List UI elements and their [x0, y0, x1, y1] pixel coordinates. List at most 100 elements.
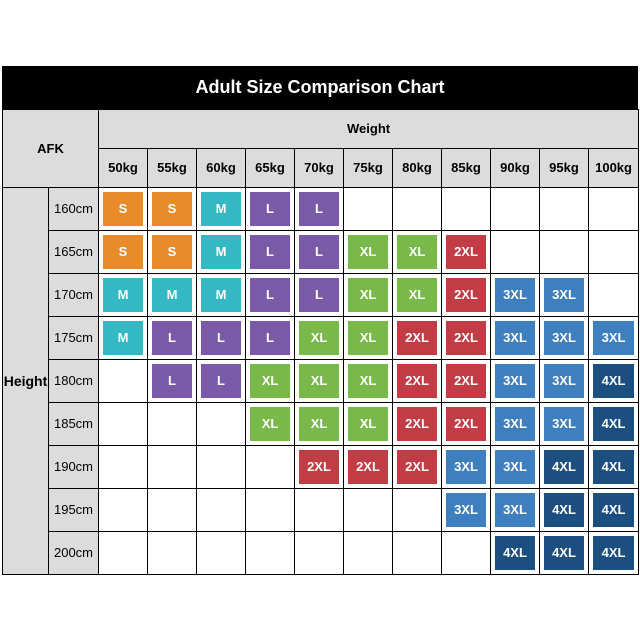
- weight-col-50kg: 50kg: [99, 148, 148, 187]
- cell-195cm-95kg: 4XL: [540, 488, 589, 531]
- size-chip-2XL: 2XL: [397, 364, 437, 398]
- cell-185cm-65kg: XL: [246, 402, 295, 445]
- cell-170cm-75kg: XL: [344, 273, 393, 316]
- size-chip-L: L: [250, 235, 290, 269]
- size-chip-3XL: 3XL: [495, 407, 535, 441]
- cell-200cm-80kg: [393, 531, 442, 574]
- size-chip-L: L: [299, 278, 339, 312]
- size-chip-XL: XL: [348, 278, 388, 312]
- size-chip-3XL: 3XL: [495, 364, 535, 398]
- cell-170cm-60kg: M: [197, 273, 246, 316]
- cell-175cm-65kg: L: [246, 316, 295, 359]
- size-chip-3XL: 3XL: [446, 450, 486, 484]
- size-chip-3XL: 3XL: [495, 493, 535, 527]
- height-row-170cm: 170cm: [49, 273, 99, 316]
- size-chip-XL: XL: [250, 364, 290, 398]
- size-chip-2XL: 2XL: [397, 450, 437, 484]
- size-chip-XL: XL: [397, 278, 437, 312]
- cell-170cm-65kg: L: [246, 273, 295, 316]
- size-chip-XL: XL: [348, 235, 388, 269]
- cell-200cm-75kg: [344, 531, 393, 574]
- cell-160cm-60kg: M: [197, 187, 246, 230]
- size-chip-M: M: [201, 235, 241, 269]
- size-chip-XL: XL: [299, 321, 339, 355]
- cell-165cm-90kg: [491, 230, 540, 273]
- size-chip-3XL: 3XL: [544, 364, 584, 398]
- size-chip-3XL: 3XL: [495, 278, 535, 312]
- cell-180cm-90kg: 3XL: [491, 359, 540, 402]
- cell-200cm-65kg: [246, 531, 295, 574]
- cell-185cm-70kg: XL: [295, 402, 344, 445]
- cell-175cm-70kg: XL: [295, 316, 344, 359]
- cell-200cm-70kg: [295, 531, 344, 574]
- size-chip-2XL: 2XL: [348, 450, 388, 484]
- weight-col-65kg: 65kg: [246, 148, 295, 187]
- cell-200cm-60kg: [197, 531, 246, 574]
- cell-160cm-50kg: S: [99, 187, 148, 230]
- cell-190cm-75kg: 2XL: [344, 445, 393, 488]
- size-chip-3XL: 3XL: [495, 450, 535, 484]
- cell-195cm-70kg: [295, 488, 344, 531]
- size-chip-L: L: [299, 235, 339, 269]
- cell-160cm-85kg: [442, 187, 491, 230]
- cell-180cm-80kg: 2XL: [393, 359, 442, 402]
- cell-190cm-55kg: [148, 445, 197, 488]
- cell-190cm-60kg: [197, 445, 246, 488]
- cell-170cm-90kg: 3XL: [491, 273, 540, 316]
- cell-170cm-85kg: 2XL: [442, 273, 491, 316]
- cell-170cm-100kg: [589, 273, 639, 316]
- cell-175cm-75kg: XL: [344, 316, 393, 359]
- weight-col-85kg: 85kg: [442, 148, 491, 187]
- cell-175cm-90kg: 3XL: [491, 316, 540, 359]
- cell-190cm-50kg: [99, 445, 148, 488]
- weight-col-60kg: 60kg: [197, 148, 246, 187]
- cell-195cm-80kg: [393, 488, 442, 531]
- cell-180cm-95kg: 3XL: [540, 359, 589, 402]
- cell-185cm-100kg: 4XL: [589, 402, 639, 445]
- cell-160cm-65kg: L: [246, 187, 295, 230]
- cell-195cm-65kg: [246, 488, 295, 531]
- cell-175cm-80kg: 2XL: [393, 316, 442, 359]
- height-row-190cm: 190cm: [49, 445, 99, 488]
- cell-200cm-95kg: 4XL: [540, 531, 589, 574]
- weight-col-90kg: 90kg: [491, 148, 540, 187]
- size-chip-2XL: 2XL: [397, 407, 437, 441]
- cell-195cm-75kg: [344, 488, 393, 531]
- cell-160cm-90kg: [491, 187, 540, 230]
- cell-160cm-75kg: [344, 187, 393, 230]
- size-chip-L: L: [201, 321, 241, 355]
- size-chip-L: L: [152, 364, 192, 398]
- corner-label: AFK: [3, 109, 99, 187]
- cell-170cm-70kg: L: [295, 273, 344, 316]
- cell-175cm-55kg: L: [148, 316, 197, 359]
- size-chip-XL: XL: [250, 407, 290, 441]
- size-chip-XL: XL: [397, 235, 437, 269]
- size-chip-2XL: 2XL: [299, 450, 339, 484]
- cell-185cm-55kg: [148, 402, 197, 445]
- size-chip-M: M: [152, 278, 192, 312]
- cell-200cm-90kg: 4XL: [491, 531, 540, 574]
- cell-175cm-85kg: 2XL: [442, 316, 491, 359]
- cell-165cm-80kg: XL: [393, 230, 442, 273]
- weight-col-80kg: 80kg: [393, 148, 442, 187]
- weight-col-70kg: 70kg: [295, 148, 344, 187]
- cell-185cm-50kg: [99, 402, 148, 445]
- size-chip-L: L: [250, 192, 290, 226]
- cell-190cm-100kg: 4XL: [589, 445, 639, 488]
- cell-190cm-65kg: [246, 445, 295, 488]
- size-chip-3XL: 3XL: [544, 407, 584, 441]
- cell-200cm-55kg: [148, 531, 197, 574]
- size-chip-2XL: 2XL: [446, 278, 486, 312]
- size-chip-M: M: [103, 321, 143, 355]
- cell-165cm-65kg: L: [246, 230, 295, 273]
- cell-180cm-60kg: L: [197, 359, 246, 402]
- size-chip-XL: XL: [299, 364, 339, 398]
- size-chip-2XL: 2XL: [446, 321, 486, 355]
- weight-col-100kg: 100kg: [589, 148, 639, 187]
- cell-165cm-100kg: [589, 230, 639, 273]
- size-chip-M: M: [103, 278, 143, 312]
- cell-185cm-60kg: [197, 402, 246, 445]
- cell-170cm-80kg: XL: [393, 273, 442, 316]
- size-chip-4XL: 4XL: [593, 536, 634, 570]
- cell-180cm-85kg: 2XL: [442, 359, 491, 402]
